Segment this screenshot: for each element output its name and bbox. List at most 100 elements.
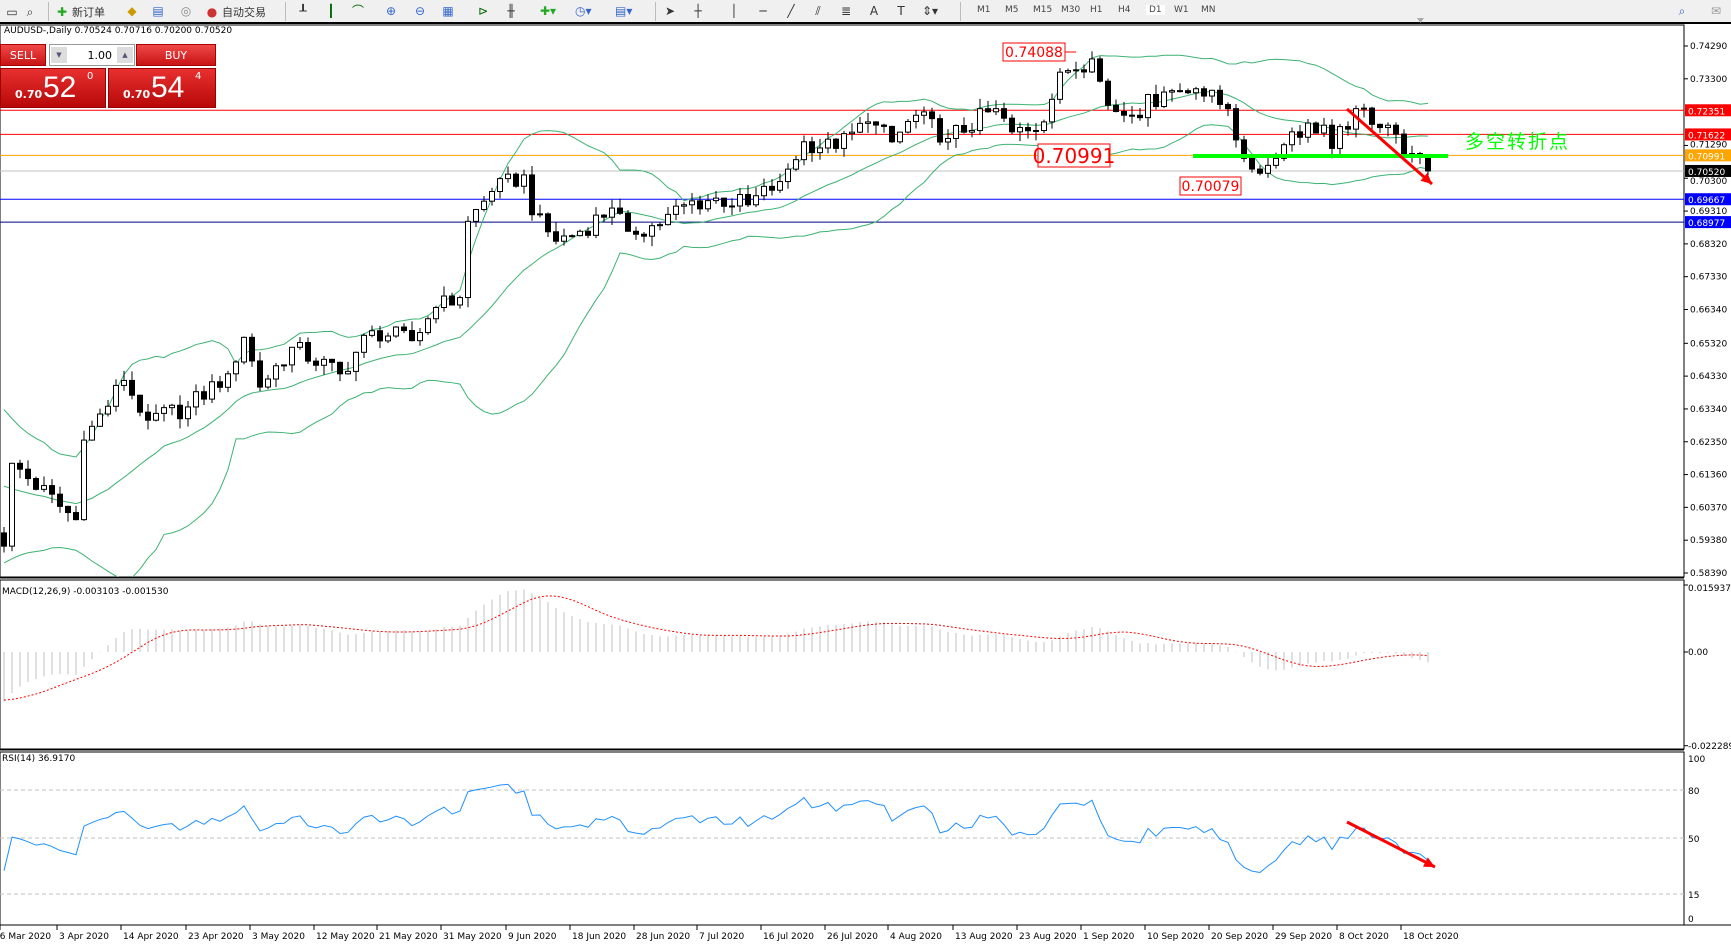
candle[interactable] <box>321 355 327 375</box>
candle[interactable] <box>1081 64 1087 79</box>
timeframe-h4[interactable]: H4 <box>1118 5 1131 15</box>
templates-icon[interactable]: ▤▾ <box>615 4 633 18</box>
candle[interactable] <box>89 420 95 441</box>
candle[interactable] <box>1345 121 1351 136</box>
candle[interactable] <box>361 333 367 358</box>
candle[interactable] <box>129 371 135 400</box>
candle[interactable] <box>1009 114 1015 135</box>
candle[interactable] <box>337 361 343 382</box>
candle[interactable] <box>985 100 991 113</box>
candle[interactable] <box>977 98 983 135</box>
candle[interactable] <box>257 352 263 392</box>
candle[interactable] <box>473 208 479 228</box>
candle[interactable] <box>33 476 39 491</box>
candle[interactable] <box>601 214 607 223</box>
timeframe-m30[interactable]: M30 <box>1061 5 1081 15</box>
candle[interactable] <box>9 462 15 552</box>
candle[interactable] <box>369 325 375 338</box>
tile-windows-icon[interactable]: ▦ <box>442 4 454 18</box>
candle[interactable] <box>1209 89 1215 103</box>
candle[interactable] <box>441 286 447 312</box>
candlestick-icon[interactable]: ┃ <box>327 4 335 18</box>
candle[interactable] <box>1 527 7 553</box>
candle[interactable] <box>249 333 255 367</box>
candle[interactable] <box>65 505 71 522</box>
cursor-icon[interactable]: ➤ <box>664 4 676 18</box>
candle[interactable] <box>721 197 727 213</box>
candle[interactable] <box>1281 142 1287 162</box>
candle[interactable] <box>481 196 487 212</box>
timeframe-w1[interactable]: W1 <box>1174 5 1189 15</box>
zoom-in-icon[interactable]: ⊕ <box>385 4 397 18</box>
candle[interactable] <box>937 114 943 146</box>
candle[interactable] <box>1105 78 1111 110</box>
candle[interactable] <box>49 479 55 504</box>
bid-price-button[interactable]: 0.70 52 0 <box>0 68 106 108</box>
candle[interactable] <box>905 118 911 134</box>
candle[interactable] <box>457 295 463 309</box>
candle[interactable] <box>1377 123 1383 133</box>
candle[interactable] <box>1241 135 1247 163</box>
candle[interactable] <box>1257 165 1263 176</box>
candle[interactable] <box>1321 117 1327 137</box>
timeframe-m15[interactable]: M15 <box>1033 5 1053 15</box>
candle[interactable] <box>145 404 151 430</box>
candle[interactable] <box>649 222 655 247</box>
candle[interactable] <box>1153 84 1159 110</box>
candle[interactable] <box>929 107 935 128</box>
candle[interactable] <box>833 138 839 153</box>
candle[interactable] <box>609 199 615 226</box>
candle[interactable] <box>81 430 87 521</box>
candle[interactable] <box>1393 122 1399 144</box>
candle[interactable] <box>585 227 591 239</box>
candle[interactable] <box>1313 121 1319 134</box>
candle[interactable] <box>777 173 783 193</box>
candle[interactable] <box>113 379 119 412</box>
horizontal-line-icon[interactable]: ─ <box>759 4 767 18</box>
candle[interactable] <box>889 125 895 143</box>
candle[interactable] <box>713 190 719 204</box>
candle[interactable] <box>177 395 183 429</box>
candle[interactable] <box>1385 122 1391 137</box>
arrows-icon[interactable]: ⇕▾ <box>922 4 939 18</box>
sell-button[interactable]: SELL <box>0 44 46 66</box>
zoom-out-icon[interactable]: ⊖ <box>414 4 426 18</box>
crosshair-icon[interactable]: ┼ <box>694 4 702 18</box>
candle[interactable] <box>569 234 575 238</box>
candle[interactable] <box>913 109 919 129</box>
candle[interactable] <box>625 210 631 232</box>
timeframe-d1[interactable]: D1 <box>1146 5 1165 15</box>
candle[interactable] <box>193 384 199 416</box>
candle[interactable] <box>241 336 247 365</box>
candle[interactable] <box>313 357 319 372</box>
candle[interactable] <box>329 358 335 372</box>
candle[interactable] <box>1361 103 1367 118</box>
candle[interactable] <box>25 460 31 486</box>
candle[interactable] <box>753 187 759 208</box>
candle[interactable] <box>945 129 951 150</box>
chart-shift-icon[interactable]: ⊳ <box>477 4 489 18</box>
candle[interactable] <box>233 360 239 382</box>
candle[interactable] <box>1305 118 1311 143</box>
candle[interactable] <box>793 155 799 172</box>
candle[interactable] <box>513 172 519 188</box>
candle[interactable] <box>673 199 679 221</box>
candle[interactable] <box>1233 104 1239 148</box>
candle[interactable] <box>449 292 455 306</box>
candle[interactable] <box>393 326 399 338</box>
candle[interactable] <box>137 394 143 417</box>
candle[interactable] <box>705 194 711 212</box>
candle[interactable] <box>633 226 639 240</box>
timeframe-h1[interactable]: H1 <box>1090 5 1103 15</box>
candle[interactable] <box>1097 56 1103 83</box>
candle[interactable] <box>809 136 815 162</box>
candle[interactable] <box>97 408 103 427</box>
candle[interactable] <box>849 123 855 141</box>
candle[interactable] <box>817 138 823 160</box>
candle[interactable] <box>209 374 215 403</box>
chart-window-icon[interactable]: ▭ <box>6 4 18 19</box>
candle[interactable] <box>105 399 111 417</box>
candle[interactable] <box>1225 102 1231 117</box>
candle[interactable] <box>1201 86 1207 102</box>
